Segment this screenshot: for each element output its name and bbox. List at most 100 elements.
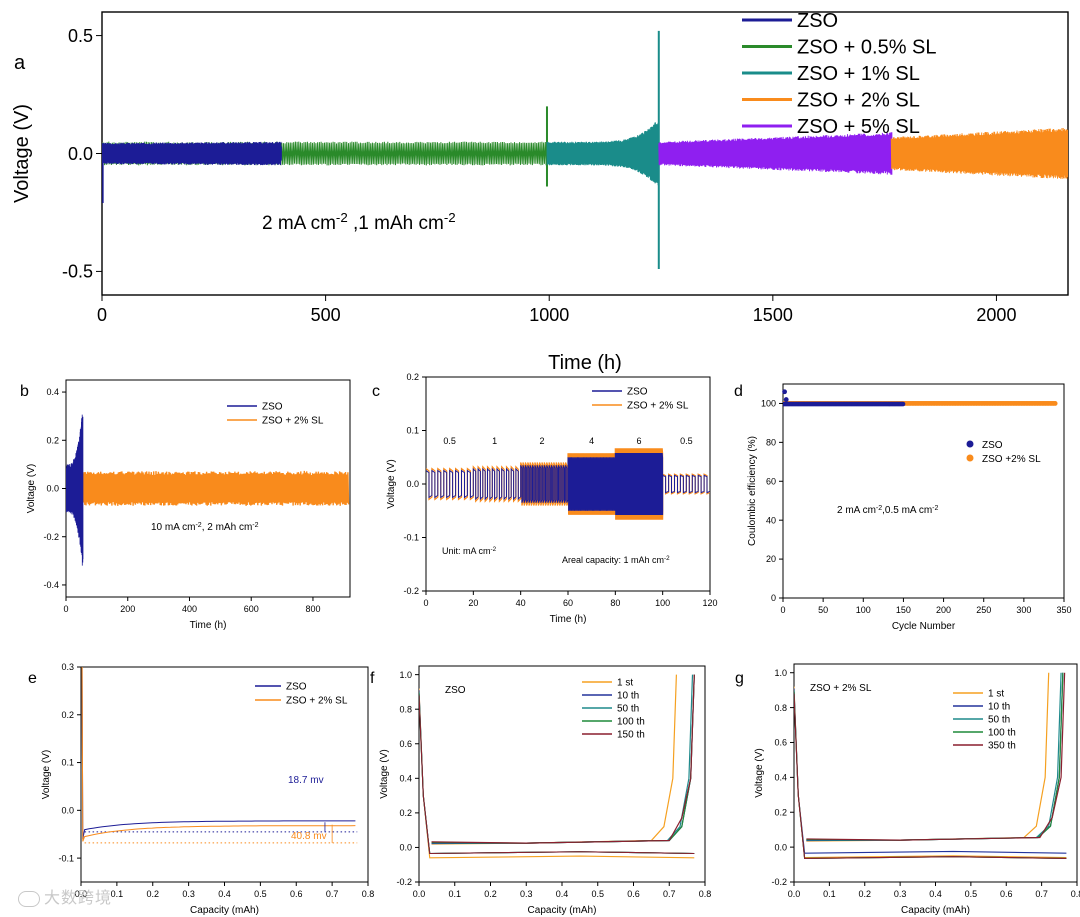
y-tick-label-g: 0.8 bbox=[774, 703, 787, 713]
x-axis-label-g: Capacity (mAh) bbox=[901, 905, 970, 916]
legend-entry-d: ZSO bbox=[982, 440, 1003, 451]
x-tick-label-c: 20 bbox=[468, 598, 478, 608]
panel-letter-b: b bbox=[20, 383, 29, 400]
series-line-a bbox=[658, 132, 892, 175]
charge-curve-f bbox=[431, 674, 695, 845]
y-tick-label-b: -0.4 bbox=[43, 580, 59, 590]
charge-curve-g bbox=[806, 672, 1064, 841]
legend-entry-g: 50 th bbox=[988, 715, 1010, 726]
rate-label-c: 2 bbox=[539, 436, 544, 446]
x-tick-label-e: 0.2 bbox=[146, 889, 159, 899]
discharge-curve-g bbox=[794, 690, 1067, 860]
series-line-b bbox=[66, 470, 350, 506]
charge-curve-g bbox=[806, 672, 1050, 842]
charge-curve-f bbox=[431, 674, 677, 845]
rate-label-c: 1 bbox=[492, 436, 497, 446]
y-tick-label-e: 0.3 bbox=[61, 662, 74, 672]
x-tick-label-e: 0.3 bbox=[182, 889, 195, 899]
legend-entry-g: 1 st bbox=[988, 689, 1004, 700]
x-tick-label-b: 0 bbox=[63, 604, 68, 614]
in-plot-title-g: ZSO + 2% SL bbox=[810, 683, 872, 694]
x-tick-label-g: 0.8 bbox=[1071, 889, 1080, 899]
y-axis-label-e: Voltage (V) bbox=[41, 750, 52, 799]
x-tick-label-f: 0.5 bbox=[591, 889, 604, 899]
y-tick-label-f: 0.6 bbox=[399, 739, 412, 749]
series-line-a bbox=[546, 119, 660, 186]
x-axis-label-f: Capacity (mAh) bbox=[528, 905, 597, 916]
x-tick-label-e: 0.7 bbox=[326, 889, 339, 899]
x-tick-label-b: 600 bbox=[244, 604, 259, 614]
data-point-d bbox=[782, 389, 788, 395]
rate-label-c: 6 bbox=[636, 436, 641, 446]
x-tick-label-g: 0.4 bbox=[929, 889, 942, 899]
x-tick-label-c: 0 bbox=[423, 598, 428, 608]
condition-annotation-b: 10 mA cm-2, 2 mAh cm-2 bbox=[151, 522, 259, 534]
x-tick-label-b: 400 bbox=[182, 604, 197, 614]
discharge-curve-f bbox=[419, 688, 695, 859]
legend-entry-a: ZSO + 2% SL bbox=[797, 90, 920, 112]
legend-entry-c: ZSO + 2% SL bbox=[627, 401, 689, 412]
y-tick-label-g: 1.0 bbox=[774, 668, 787, 678]
panel-letter-g: g bbox=[735, 670, 744, 687]
x-tick-label-f: 0.3 bbox=[520, 889, 533, 899]
y-tick-label-e: 0.1 bbox=[61, 758, 74, 768]
x-tick-label-a: 0 bbox=[97, 305, 107, 325]
panel-letter-c: c bbox=[372, 383, 380, 400]
panel-letter-e: e bbox=[28, 670, 37, 687]
x-tick-label-d: 0 bbox=[780, 605, 785, 615]
legend-entry-f: 100 th bbox=[617, 717, 645, 728]
x-tick-label-f: 0.0 bbox=[413, 889, 426, 899]
y-tick-label-d: 0 bbox=[771, 593, 776, 603]
x-tick-label-a: 1000 bbox=[529, 305, 569, 325]
legend-entry-e: ZSO + 2% SL bbox=[286, 696, 348, 707]
y-tick-label-c: 0.2 bbox=[406, 372, 419, 382]
x-tick-label-e: 0.1 bbox=[111, 889, 124, 899]
y-tick-label-g: 0.6 bbox=[774, 738, 787, 748]
x-tick-label-d: 150 bbox=[896, 605, 911, 615]
y-tick-label-a: 0.5 bbox=[68, 26, 93, 46]
y-tick-label-d: 40 bbox=[766, 515, 776, 525]
legend-entry-b: ZSO bbox=[262, 402, 283, 413]
x-tick-label-c: 100 bbox=[655, 598, 670, 608]
discharge-curve-g bbox=[794, 693, 1067, 860]
condition-annotation-a: 2 mA cm-2 ,1 mAh cm-2 bbox=[262, 210, 456, 235]
x-tick-label-c: 120 bbox=[702, 598, 717, 608]
x-tick-label-d: 200 bbox=[936, 605, 951, 615]
in-plot-title-f: ZSO bbox=[445, 685, 466, 696]
legend-entry-a: ZSO bbox=[797, 10, 838, 32]
x-tick-label-c: 80 bbox=[610, 598, 620, 608]
x-tick-label-f: 0.1 bbox=[448, 889, 461, 899]
x-tick-label-d: 350 bbox=[1056, 605, 1071, 615]
charge-curve-g bbox=[806, 672, 1066, 841]
x-tick-label-g: 0.2 bbox=[858, 889, 871, 899]
x-tick-label-f: 0.7 bbox=[663, 889, 676, 899]
plot-frame-f bbox=[418, 665, 706, 883]
legend-entry-a: ZSO + 0.5% SL bbox=[797, 37, 937, 59]
value-label-e: 40.8 mv bbox=[291, 831, 327, 842]
series-line-b bbox=[66, 414, 84, 566]
charge-curve-f bbox=[431, 674, 694, 844]
unit-annotation-c: Unit: mA cm-2 bbox=[442, 546, 497, 557]
series-line-e bbox=[81, 667, 356, 840]
y-tick-label-f: 1.0 bbox=[399, 670, 412, 680]
series-line-e bbox=[81, 667, 356, 842]
x-tick-label-a: 500 bbox=[311, 305, 341, 325]
legend-entry-a: ZSO + 5% SL bbox=[797, 116, 920, 138]
y-axis-label-g: Voltage (V) bbox=[754, 748, 765, 797]
data-point-d bbox=[783, 397, 789, 402]
series-line-c bbox=[426, 452, 710, 516]
x-tick-label-g: 0.0 bbox=[788, 889, 801, 899]
y-tick-label-b: 0.2 bbox=[46, 435, 59, 445]
discharge-curve-g bbox=[794, 686, 1067, 859]
x-tick-label-e: 0.8 bbox=[362, 889, 375, 899]
legend-entry-f: 50 th bbox=[617, 704, 639, 715]
y-tick-label-c: -0.2 bbox=[403, 586, 419, 596]
y-tick-label-a: 0.0 bbox=[68, 144, 93, 164]
panel-letter-a: a bbox=[14, 52, 26, 74]
x-tick-label-e: 0.0 bbox=[75, 889, 88, 899]
y-tick-label-g: -0.2 bbox=[771, 877, 787, 887]
discharge-curve-g bbox=[794, 688, 1067, 854]
data-point-d bbox=[900, 401, 906, 407]
